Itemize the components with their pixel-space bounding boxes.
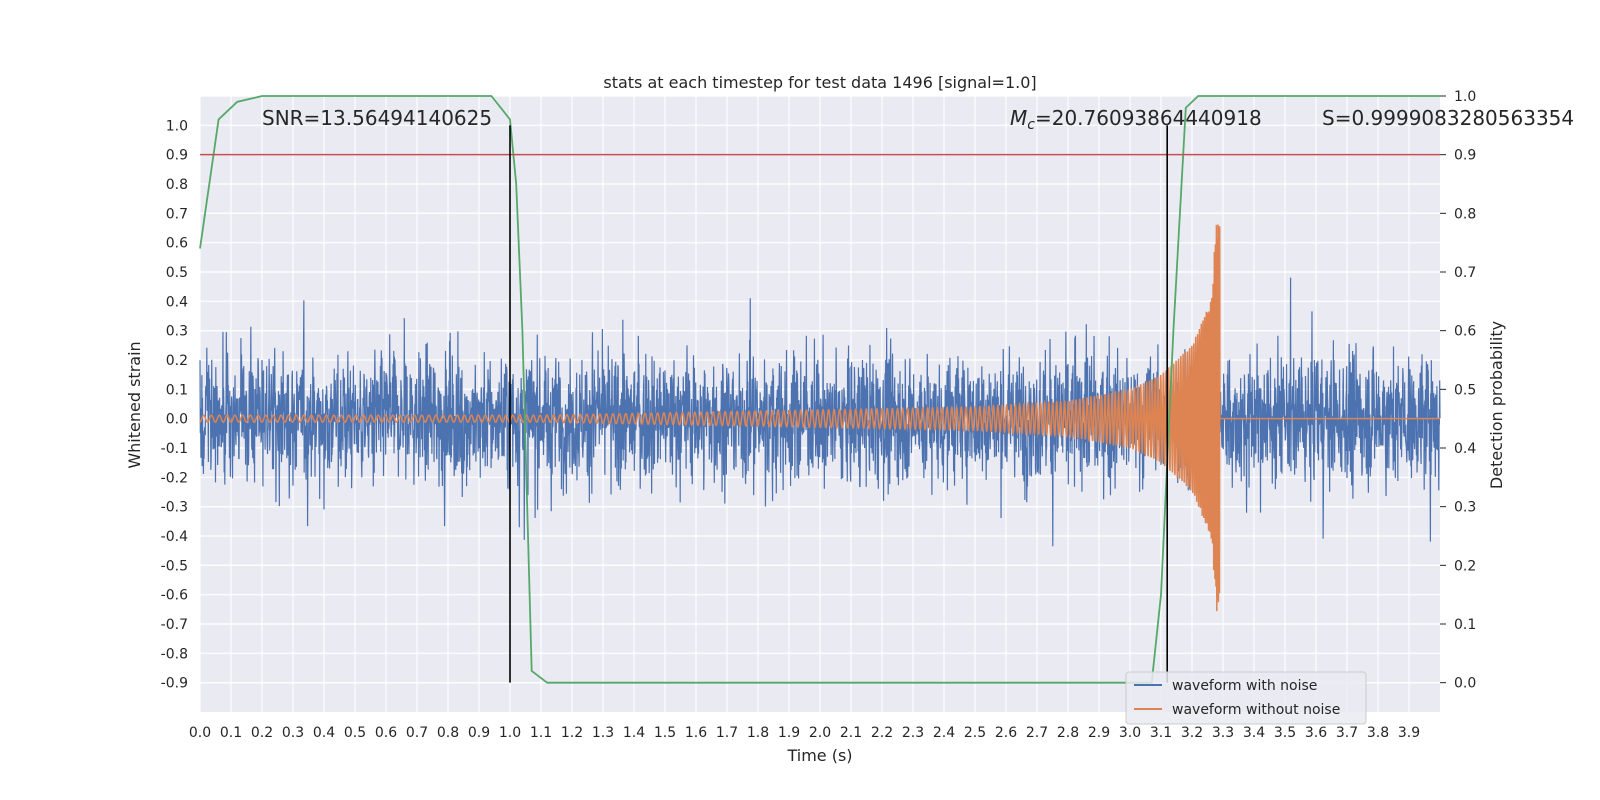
y-tick-label: 1.0 — [166, 118, 188, 134]
x-tick-label: 2.3 — [902, 725, 924, 741]
y-tick-label: -0.5 — [161, 558, 188, 574]
y-right-tick-label: 0.4 — [1454, 441, 1476, 457]
y-tick-label: 0.2 — [166, 353, 188, 369]
legend: waveform with noise waveform without noi… — [1125, 671, 1367, 725]
y-right-tick-label: 0.3 — [1454, 500, 1476, 516]
x-tick-label: 3.1 — [1150, 725, 1172, 741]
x-tick-label: 0.7 — [406, 725, 428, 741]
y-tick-labels: 1.0 0.9 0.8 0.7 0.6 0.5 0.4 0.3 0.2 0.1 0.0 -0.1 -0.… — [161, 118, 188, 691]
y-right-tick-label: 1.0 — [1454, 89, 1476, 105]
probability-line — [199, 95, 1440, 684]
x-tick-label: 3.7 — [1336, 725, 1358, 741]
x-tick-label: 3.5 — [1274, 725, 1296, 741]
x-tick-label: 1.4 — [623, 725, 645, 741]
y-right-tick-label: 0.1 — [1454, 617, 1476, 633]
y-right-tick-label: 0.7 — [1454, 265, 1476, 281]
x-tick-label: 1.7 — [716, 725, 738, 741]
y-tick-label: 0.6 — [166, 236, 188, 252]
x-tick-label: 2.0 — [809, 725, 831, 741]
x-tick-label: 0.2 — [251, 725, 273, 741]
x-tick-label: 0.9 — [468, 725, 490, 741]
x-tick-label: 2.9 — [1088, 725, 1110, 741]
x-tick-label: 1.0 — [499, 725, 521, 741]
y-tick-label: 0.3 — [166, 324, 188, 340]
x-tick-label: 0.1 — [220, 725, 242, 741]
x-tick-label: 0.6 — [375, 725, 397, 741]
y-tick-label: 0.9 — [166, 148, 188, 164]
y-tick-label: 0.1 — [166, 382, 188, 398]
mc-value: =20.76093864440918 — [1035, 106, 1262, 130]
s-annotation: S=0.9999083280563354 — [1322, 106, 1574, 130]
y-right-tick-label: 0.5 — [1454, 382, 1476, 398]
x-tick-label: 2.5 — [964, 725, 986, 741]
x-tick-label: 0.3 — [282, 725, 304, 741]
mc-annotation: Mc=20.76093864440918 — [1010, 106, 1262, 133]
mc-symbol: M — [1010, 106, 1027, 130]
x-tick-label: 3.0 — [1119, 725, 1141, 741]
x-tick-label: 0.4 — [313, 725, 335, 741]
y-right-tick-labels: 1.0 0.9 0.8 0.7 0.6 0.5 0.4 0.3 0.2 0.1 0.0 — [1440, 89, 1476, 692]
y-tick-label: -0.9 — [161, 676, 188, 692]
snr-annotation: SNR=13.56494140625 — [262, 106, 492, 130]
x-tick-label: 2.6 — [995, 725, 1017, 741]
y-right-axis-label: Detection probability — [1487, 321, 1506, 489]
series-detection-probability — [199, 95, 1440, 684]
y-tick-label: 0.7 — [166, 206, 188, 222]
x-tick-label: 1.5 — [654, 725, 676, 741]
x-axis-label: Time (s) — [786, 746, 852, 765]
y-tick-label: 0.8 — [166, 177, 188, 193]
x-tick-label: 0.5 — [344, 725, 366, 741]
y-tick-label: -0.4 — [161, 529, 188, 545]
x-tick-label: 2.4 — [933, 725, 955, 741]
legend-label-clean: waveform without noise — [1172, 702, 1340, 718]
vertical-markers — [509, 125, 1168, 683]
x-tick-label: 2.7 — [1026, 725, 1048, 741]
x-tick-labels: 0.0 0.1 0.2 0.3 0.4 0.5 0.6 0.7 0.8 0.9 1.0 1.1 1.2 1… — [189, 725, 1420, 741]
y-right-tick-label: 0.0 — [1454, 676, 1476, 692]
x-tick-label: 2.1 — [840, 725, 862, 741]
y-tick-label: -0.1 — [161, 441, 188, 457]
x-tick-label: 1.2 — [561, 725, 583, 741]
legend-box — [1125, 671, 1367, 725]
clean-waveform-line — [199, 224, 1440, 612]
x-tick-label: 1.9 — [778, 725, 800, 741]
x-tick-label: 2.8 — [1057, 725, 1079, 741]
x-tick-label: 3.9 — [1398, 725, 1420, 741]
y-tick-label: 0.0 — [166, 412, 188, 428]
y-tick-label: 0.4 — [166, 294, 188, 310]
x-tick-label: 1.8 — [747, 725, 769, 741]
x-tick-label: 1.1 — [530, 725, 552, 741]
x-tick-label: 3.4 — [1243, 725, 1265, 741]
x-tick-label: 3.6 — [1305, 725, 1327, 741]
y-right-tick-label: 0.9 — [1454, 148, 1476, 164]
legend-label-noise: waveform with noise — [1172, 678, 1317, 694]
y-right-tick-label: 0.2 — [1454, 558, 1476, 574]
mc-subscript: c — [1027, 117, 1035, 133]
y-tick-label: -0.6 — [161, 588, 188, 604]
x-tick-label: 1.3 — [592, 725, 614, 741]
y-tick-label: -0.2 — [161, 470, 188, 486]
x-tick-label: 3.8 — [1367, 725, 1389, 741]
y-tick-label: -0.8 — [161, 646, 188, 662]
x-tick-label: 0.8 — [437, 725, 459, 741]
y-axis-label: Whitened strain — [125, 341, 144, 468]
x-tick-label: 1.6 — [685, 725, 707, 741]
x-tick-label: 2.2 — [871, 725, 893, 741]
y-tick-label: -0.3 — [161, 500, 188, 516]
chart-title: stats at each timestep for test data 149… — [603, 73, 1036, 92]
x-tick-label: 3.3 — [1212, 725, 1234, 741]
x-tick-label: 3.2 — [1181, 725, 1203, 741]
y-tick-label: -0.7 — [161, 617, 188, 633]
y-right-tick-label: 0.6 — [1454, 324, 1476, 340]
series-waveform-without-noise — [199, 224, 1440, 612]
x-tick-label: 0.0 — [189, 725, 211, 741]
y-tick-label: 0.5 — [166, 265, 188, 281]
y-right-tick-label: 0.8 — [1454, 206, 1476, 222]
